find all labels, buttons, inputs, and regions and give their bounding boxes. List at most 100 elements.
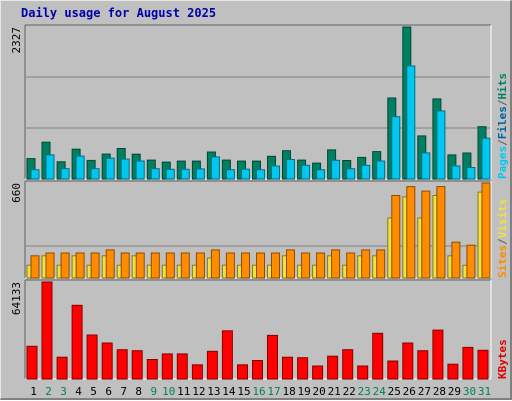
bar-visits-sites-day-9 <box>150 252 160 279</box>
panel-kbytes-ymax-label: 64133 <box>10 282 23 315</box>
x-tick-day-27: 27 <box>418 385 431 398</box>
bar-hits-files-day-9 <box>150 168 160 180</box>
bar-visits-sites-day-10 <box>165 252 175 279</box>
bar-visits-sites-day-18 <box>286 249 295 279</box>
bar-kbytes-kbytes-day-16 <box>252 360 263 380</box>
bar-visits-sites-day-24 <box>376 249 386 279</box>
bar-visits-sites-day-16 <box>256 252 265 279</box>
bar-hits-files-day-16 <box>256 169 265 180</box>
bar-hits-files-day-20 <box>316 169 326 180</box>
x-tick-day-25: 25 <box>388 385 401 398</box>
bar-visits-sites-day-11 <box>180 252 190 279</box>
bar-hits-files-day-2 <box>45 154 55 180</box>
bar-hits-files-day-15 <box>241 168 250 180</box>
bar-kbytes-kbytes-day-20 <box>312 365 324 380</box>
bar-visits-sites-day-19 <box>301 252 311 279</box>
bar-kbytes-kbytes-day-31 <box>477 349 489 380</box>
x-tick-day-1: 1 <box>30 385 37 398</box>
x-tick-day-26: 26 <box>403 385 416 398</box>
legend-entry: / <box>496 238 509 245</box>
bar-kbytes-kbytes-day-8 <box>131 350 143 380</box>
x-tick-day-29: 29 <box>448 385 461 398</box>
chart-title: Daily usage for August 2025 <box>21 6 217 20</box>
legend-entry: Hits <box>496 73 509 100</box>
x-tick-day-13: 13 <box>207 385 220 398</box>
bar-hits-files-day-22 <box>346 168 356 180</box>
x-tick-day-31: 31 <box>478 385 491 398</box>
panel-hits-legend: Pages/Files/Hits <box>496 73 509 179</box>
bar-kbytes-kbytes-day-24 <box>372 332 384 380</box>
bar-kbytes-kbytes-day-19 <box>297 357 309 380</box>
bar-hits-files-day-6 <box>105 157 115 180</box>
x-tick-day-11: 11 <box>177 385 190 398</box>
bar-kbytes-kbytes-day-3 <box>56 356 68 380</box>
x-tick-day-18: 18 <box>282 385 295 398</box>
x-tick-day-5: 5 <box>90 385 97 398</box>
x-tick-day-3: 3 <box>60 385 67 398</box>
legend-entry: Pages <box>496 146 509 179</box>
bar-visits-sites-day-4 <box>75 252 85 279</box>
bar-hits-files-day-21 <box>331 159 341 180</box>
bar-kbytes-kbytes-day-30 <box>462 346 474 380</box>
x-tick-day-23: 23 <box>358 385 371 398</box>
bar-visits-sites-day-29 <box>451 241 461 279</box>
x-tick-day-19: 19 <box>297 385 310 398</box>
bar-kbytes-kbytes-day-7 <box>116 349 128 380</box>
legend-entry: Sites <box>496 245 509 278</box>
panel-hits-ymax-label: 2327 <box>10 27 23 54</box>
x-tick-day-4: 4 <box>75 385 82 398</box>
x-tick-day-9: 9 <box>150 385 157 398</box>
bar-hits-files-day-30 <box>466 167 476 180</box>
bar-kbytes-kbytes-day-13 <box>206 350 218 380</box>
legend-entry: Files <box>496 106 509 139</box>
bar-hits-files-day-27 <box>421 152 431 180</box>
bar-hits-files-day-1 <box>30 169 40 180</box>
bar-kbytes-kbytes-day-15 <box>237 364 248 380</box>
bar-visits-sites-day-17 <box>271 252 280 279</box>
bar-visits-sites-day-6 <box>105 249 115 279</box>
x-tick-day-20: 20 <box>312 385 325 398</box>
bar-kbytes-kbytes-day-23 <box>357 365 369 380</box>
x-tick-day-22: 22 <box>343 385 356 398</box>
bar-kbytes-kbytes-day-27 <box>417 350 429 380</box>
bar-hits-files-day-26 <box>406 65 416 180</box>
x-tick-day-6: 6 <box>105 385 112 398</box>
bar-kbytes-kbytes-day-12 <box>191 364 203 380</box>
panel-kbytes-legend: KBytes <box>496 339 509 379</box>
bar-visits-sites-day-20 <box>316 252 326 279</box>
bar-kbytes-kbytes-day-21 <box>327 355 339 380</box>
x-tick-day-21: 21 <box>328 385 341 398</box>
bar-hits-files-day-7 <box>120 158 130 180</box>
x-tick-day-2: 2 <box>45 385 52 398</box>
bar-hits-files-day-8 <box>135 160 145 180</box>
bar-kbytes-kbytes-day-25 <box>387 360 399 380</box>
bar-visits-sites-day-8 <box>135 252 145 279</box>
bar-hits-files-day-18 <box>286 159 295 180</box>
bar-visits-sites-day-30 <box>466 244 476 279</box>
bar-kbytes-kbytes-day-18 <box>282 356 293 380</box>
x-tick-day-28: 28 <box>433 385 446 398</box>
bar-hits-files-day-12 <box>195 168 205 180</box>
bar-kbytes-kbytes-day-5 <box>86 334 98 380</box>
bar-hits-files-day-4 <box>75 155 85 180</box>
bar-visits-sites-day-1 <box>30 255 40 279</box>
bar-hits-files-day-10 <box>165 168 175 180</box>
x-tick-day-14: 14 <box>222 385 236 398</box>
bar-kbytes-kbytes-day-10 <box>161 353 173 380</box>
x-tick-day-15: 15 <box>237 385 250 398</box>
bar-visits-sites-day-31 <box>481 182 491 279</box>
x-tick-day-17: 17 <box>267 385 280 398</box>
x-tick-day-12: 12 <box>192 385 205 398</box>
bar-hits-files-day-25 <box>391 116 401 180</box>
bar-hits-files-day-11 <box>180 168 190 180</box>
bar-hits-files-day-31 <box>481 137 491 180</box>
bar-kbytes-kbytes-day-14 <box>221 330 233 380</box>
bar-kbytes-kbytes-day-17 <box>267 334 278 380</box>
bar-hits-files-day-14 <box>225 169 235 180</box>
panel-visits-ymax-label: 660 <box>10 183 23 203</box>
bar-visits-sites-day-3 <box>60 252 70 279</box>
bar-hits-files-day-13 <box>210 156 220 180</box>
bar-visits-sites-day-25 <box>391 195 401 279</box>
